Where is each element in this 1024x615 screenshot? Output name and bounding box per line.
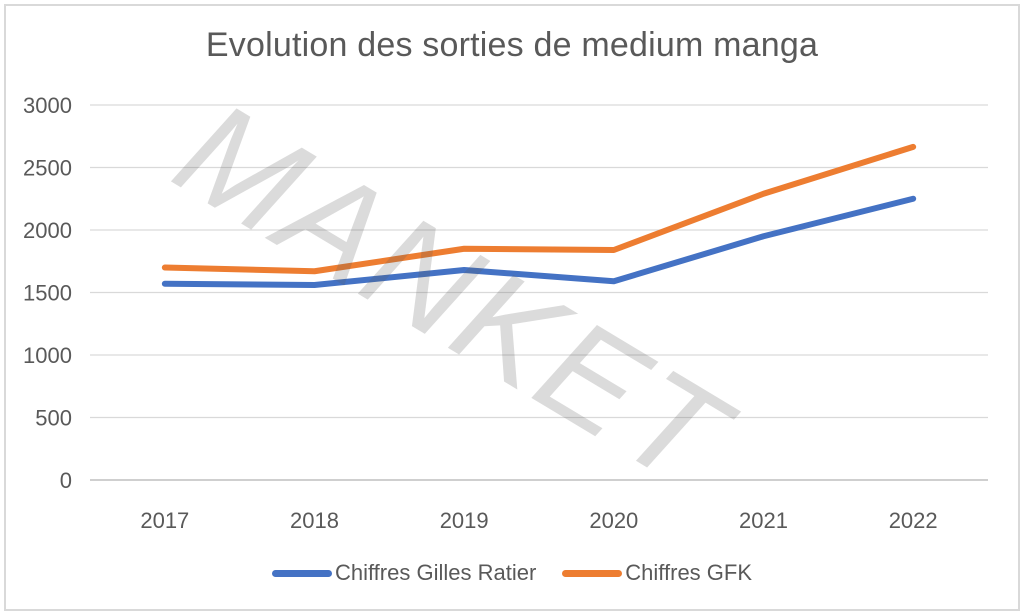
legend-swatch-blue-line: [271, 569, 332, 577]
legend-item-chiffres-gfk: Chiffres GFK: [562, 560, 752, 586]
chart-title: Evolution des sorties de medium manga: [205, 26, 819, 64]
x-tick-label: 2017: [140, 508, 189, 533]
y-tick-label: 1000: [23, 343, 72, 368]
y-tick-label: 2000: [23, 218, 72, 243]
x-tick-label: 2019: [440, 508, 489, 533]
chart-legend: Chiffres Gilles Ratier Chiffres GFK: [0, 556, 1024, 590]
y-tick-label: 2500: [23, 156, 72, 181]
legend-label: Chiffres GFK: [625, 560, 753, 585]
x-tick-label: 2022: [889, 508, 938, 533]
chart-frame: [4, 4, 1020, 611]
x-tick-label: 2021: [739, 508, 788, 533]
legend-label: Chiffres Gilles Ratier: [334, 560, 537, 585]
series-line-1: [161, 143, 917, 275]
y-tick-label: 500: [35, 406, 72, 431]
legend-item-chiffres-gilles-ratier: Chiffres Gilles Ratier: [271, 560, 537, 586]
legend-swatch-orange-line: [562, 569, 623, 577]
x-tick-label: 2018: [290, 508, 339, 533]
series-line-0: [161, 195, 917, 288]
y-tick-label: 0: [60, 468, 72, 493]
y-tick-label: 3000: [23, 93, 72, 118]
y-tick-label: 1500: [23, 281, 72, 306]
x-tick-label: 2020: [589, 508, 638, 533]
